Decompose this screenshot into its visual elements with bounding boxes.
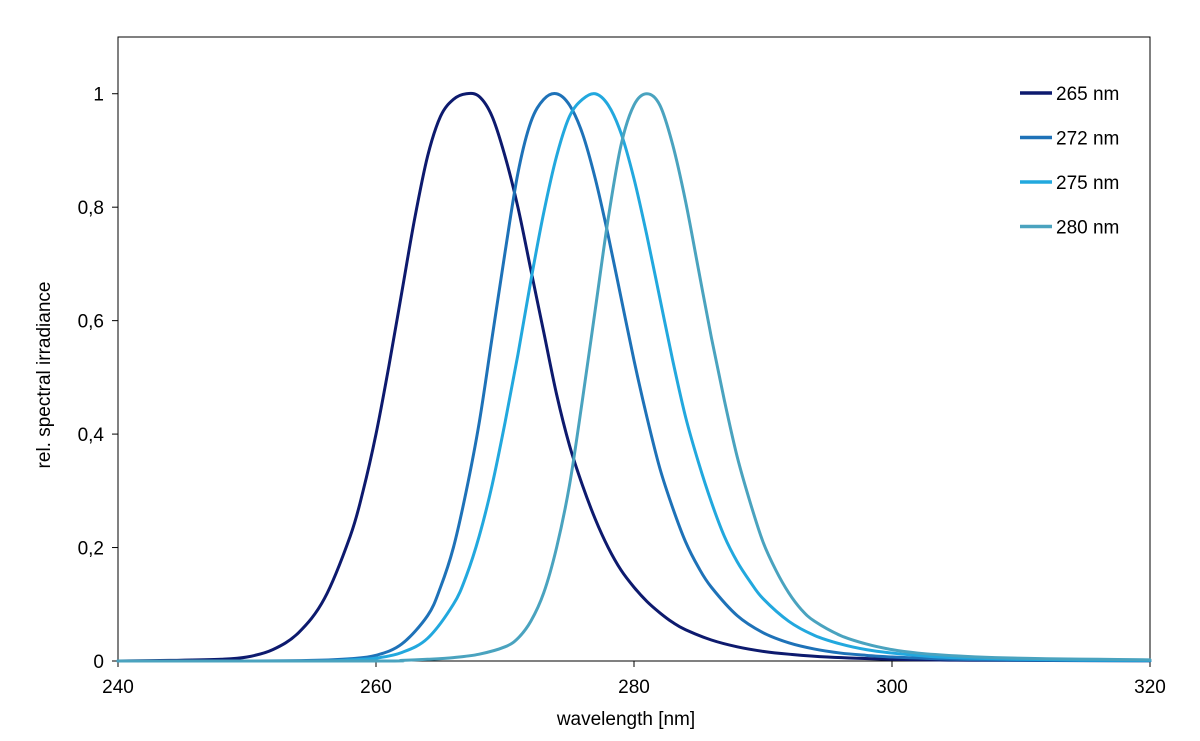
legend: 265 nm 272 nm 275 nm 280 nm [1020, 84, 1119, 239]
legend-label: 272 nm [1056, 129, 1119, 150]
y-axis-ticks: 0 0,2 0,4 0,6 0,8 1 [78, 85, 118, 673]
x-tick-label: 280 [618, 677, 650, 698]
x-tick-label: 300 [876, 677, 908, 698]
y-axis-title: rel. spectral irradiance [34, 282, 55, 469]
series-line-280-nm [116, 92, 1152, 663]
plot-area-frame [117, 36, 1151, 662]
x-axis-title: wavelength [nm] [556, 709, 695, 730]
y-tick-label: 0,2 [78, 539, 104, 560]
series-lines [116, 91, 1152, 663]
x-tick-label: 240 [102, 677, 134, 698]
legend-label: 265 nm [1056, 84, 1119, 105]
y-tick-label: 1 [93, 85, 104, 106]
x-tick-label: 260 [360, 677, 392, 698]
x-axis-ticks: 240 260 280 300 320 [102, 661, 1166, 698]
y-tick-label: 0,8 [78, 198, 104, 219]
legend-label: 275 nm [1056, 173, 1119, 194]
series-line-275-nm [116, 92, 1152, 663]
y-tick-label: 0 [93, 652, 104, 673]
y-tick-label: 0,6 [78, 312, 104, 333]
x-tick-label: 320 [1134, 677, 1166, 698]
legend-label: 280 nm [1056, 218, 1119, 239]
y-tick-label: 0,4 [78, 425, 105, 446]
series-line-272-nm [116, 92, 1152, 663]
